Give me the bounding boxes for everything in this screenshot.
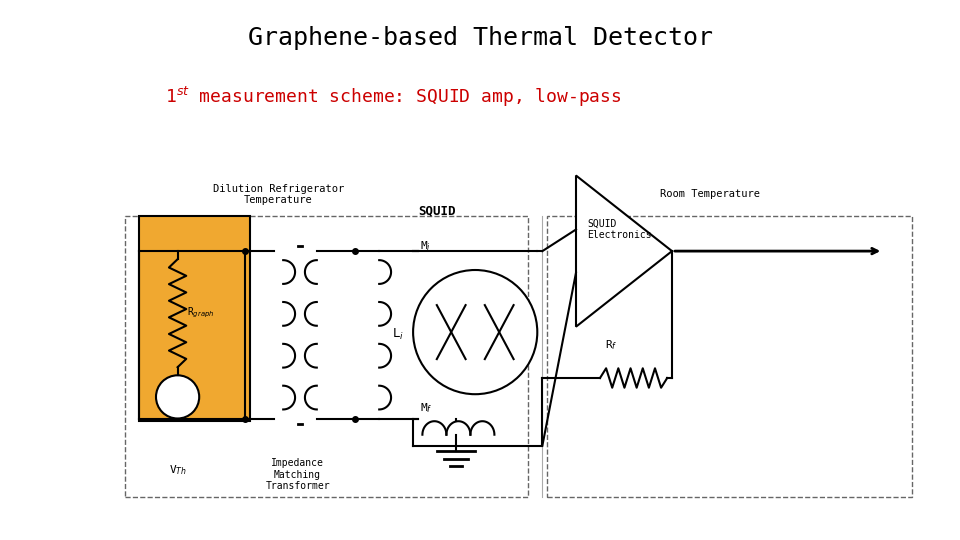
Text: Graphene-based Thermal Detector: Graphene-based Thermal Detector <box>248 26 712 50</box>
Text: L$_{i}$: L$_{i}$ <box>392 327 404 342</box>
Text: M$_{i}$: M$_{i}$ <box>420 239 430 253</box>
Text: M$_{f}$: M$_{f}$ <box>420 401 432 415</box>
Text: R$_{graph}$: R$_{graph}$ <box>187 306 215 320</box>
Bar <box>125 216 528 497</box>
Text: V$_{Th}$: V$_{Th}$ <box>169 463 186 477</box>
Text: SQUID
Electronics: SQUID Electronics <box>588 219 652 240</box>
Bar <box>547 216 912 497</box>
Bar <box>139 216 250 421</box>
Text: 1$^{st}$ measurement scheme: SQUID amp, low-pass: 1$^{st}$ measurement scheme: SQUID amp, … <box>165 85 622 109</box>
Text: R$_{f}$: R$_{f}$ <box>605 339 617 353</box>
Ellipse shape <box>156 375 200 418</box>
Text: Impedance
Matching
Transformer: Impedance Matching Transformer <box>265 458 330 491</box>
Text: Dilution Refrigerator
Temperature: Dilution Refrigerator Temperature <box>213 184 344 205</box>
Polygon shape <box>576 176 672 327</box>
Text: SQUID: SQUID <box>418 204 456 217</box>
Text: Room Temperature: Room Temperature <box>660 190 760 199</box>
Ellipse shape <box>413 270 538 394</box>
